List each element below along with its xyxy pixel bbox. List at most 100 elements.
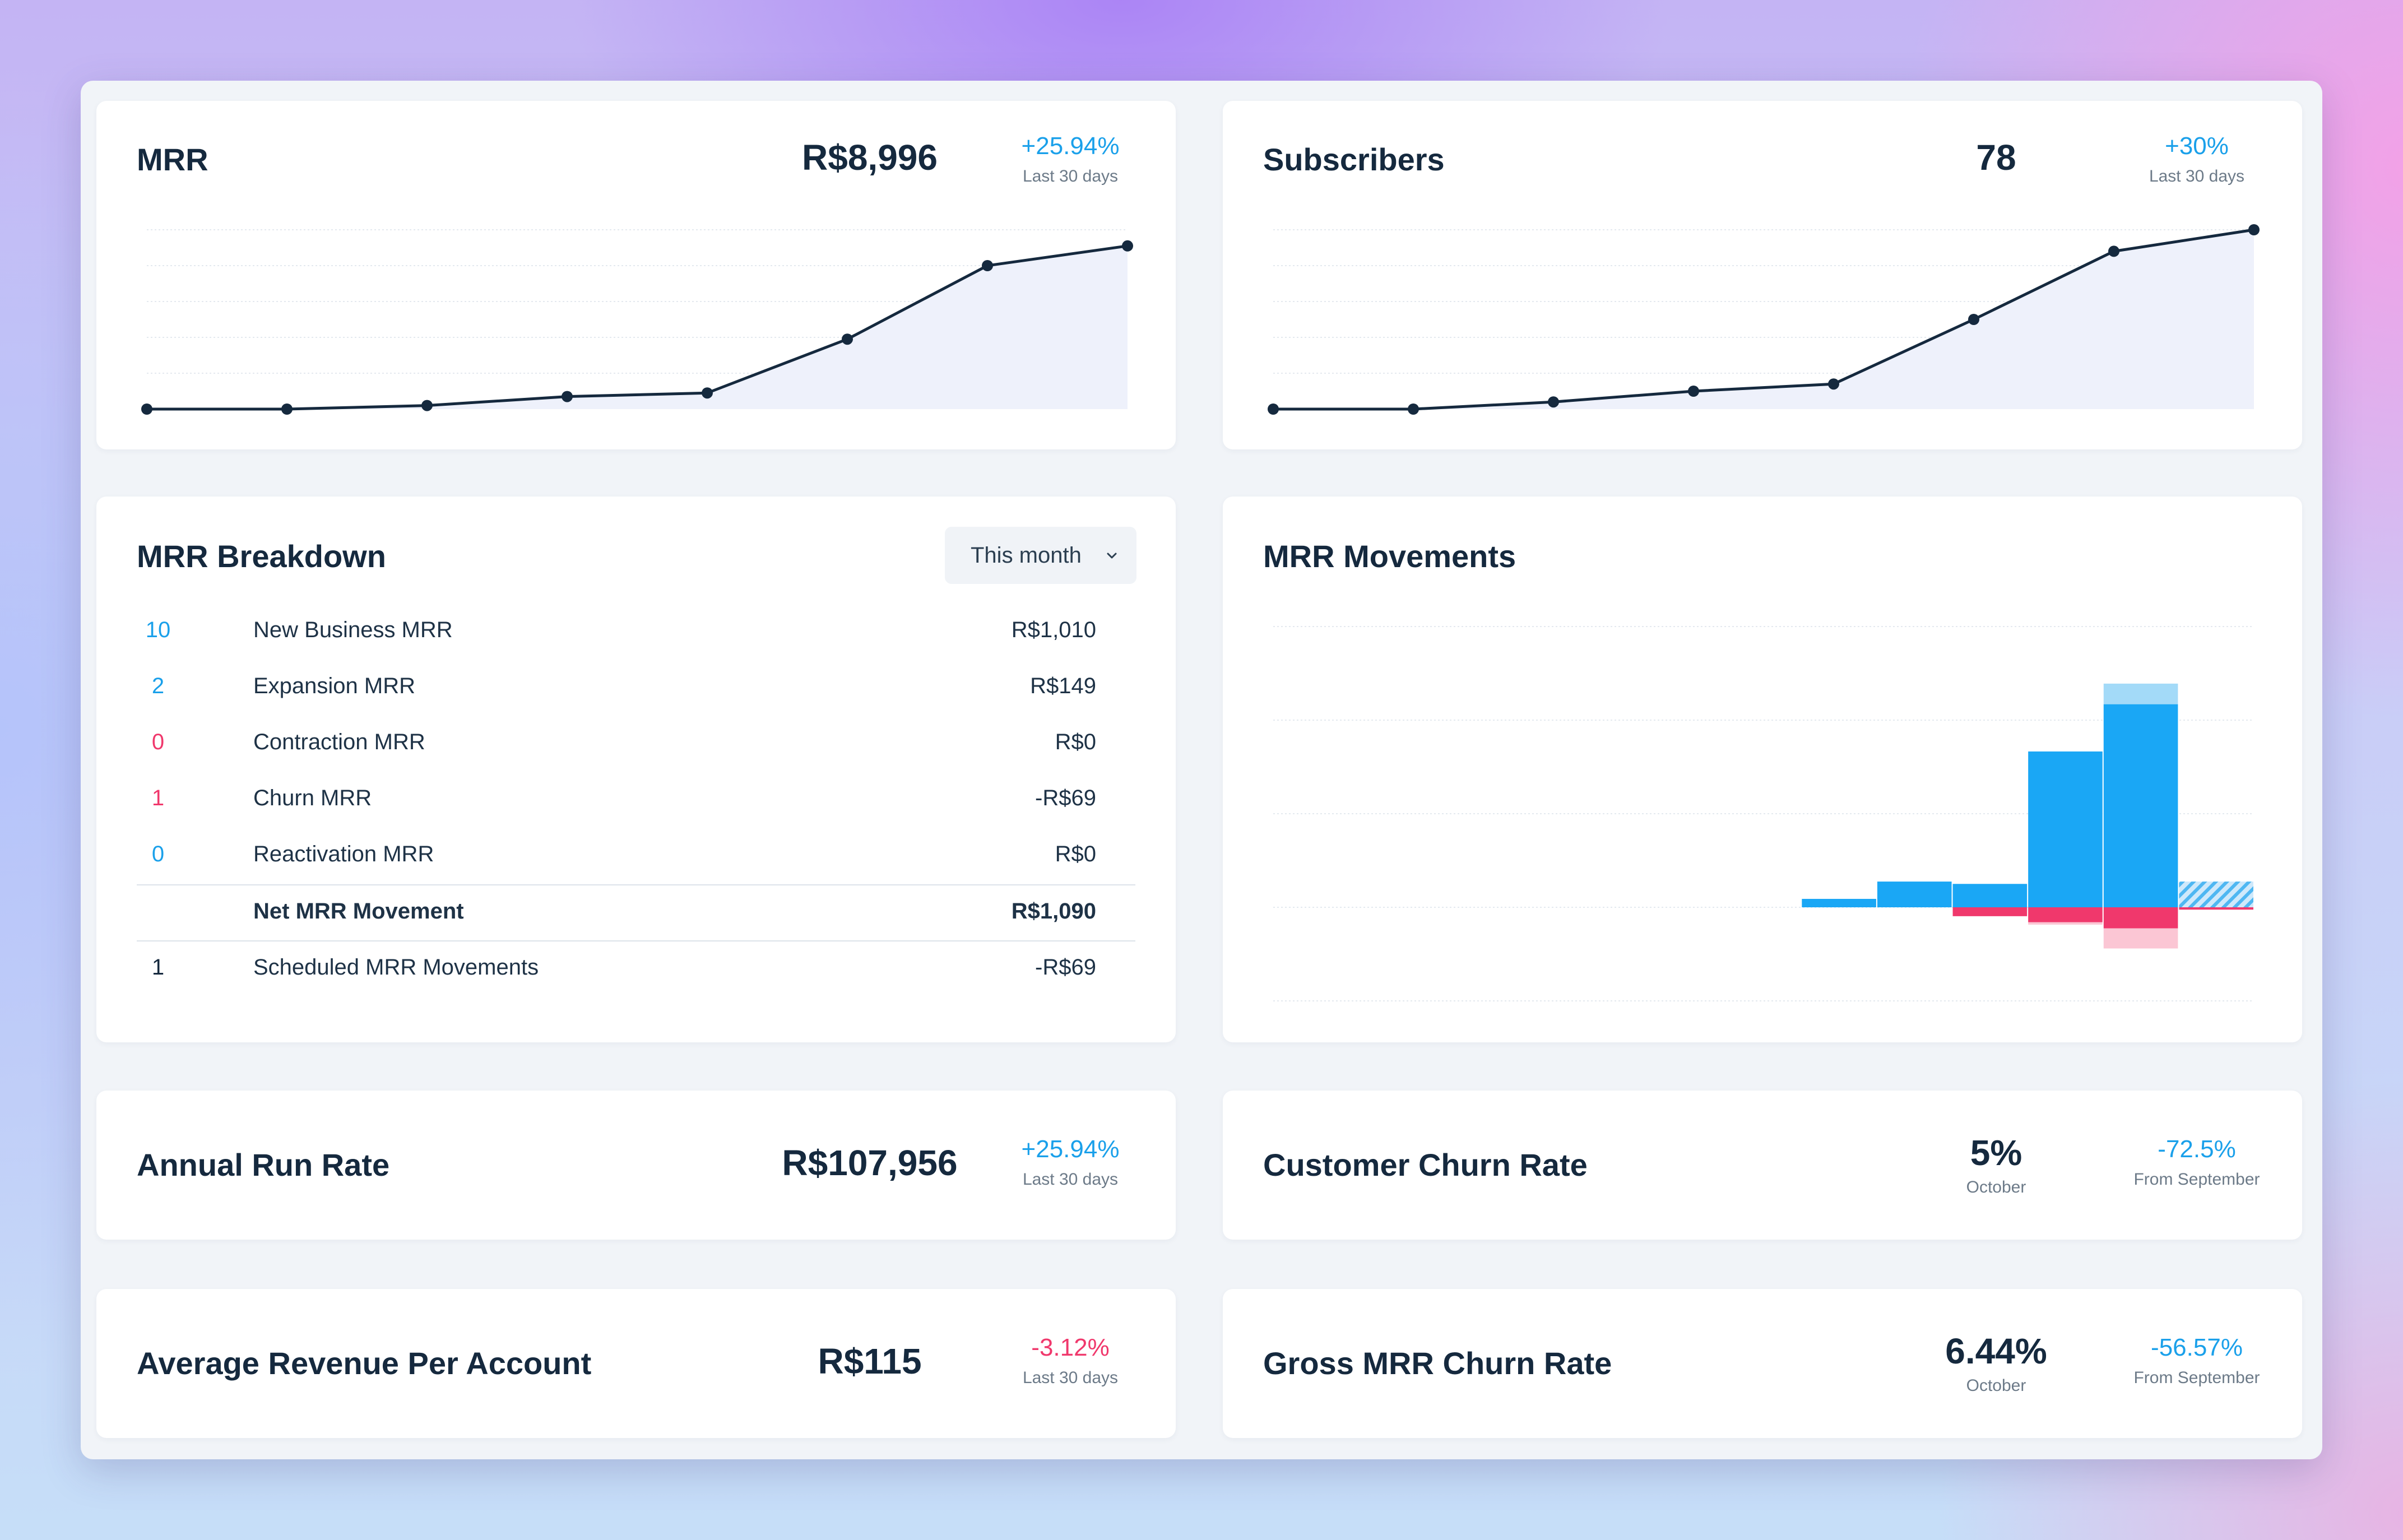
row-label: New Business MRR [253, 618, 453, 642]
mrr-title: MRR [137, 142, 208, 177]
data-point [1968, 314, 1979, 325]
arr-delta-period: Last 30 days [1022, 1170, 1119, 1189]
bar-positive [2103, 704, 2178, 907]
customer-churn-period: October [1966, 1178, 2026, 1196]
gross-churn-title: Gross MRR Churn Rate [1263, 1346, 1612, 1381]
bar-positive [2028, 751, 2103, 907]
breakdown-row[interactable]: 1 Churn MRR -R$69 [96, 771, 1176, 827]
bar-negative [1952, 907, 2028, 916]
subscribers-title: Subscribers [1263, 142, 1445, 177]
mrr-movements-card: MRR Movements [1223, 497, 2302, 1042]
divider [137, 940, 1135, 941]
row-amount: R$0 [1055, 730, 1096, 754]
bar-negative [2028, 907, 2103, 922]
arpa-delta-period: Last 30 days [1022, 1369, 1119, 1387]
customer-churn-title: Customer Churn Rate [1263, 1147, 1588, 1182]
bar-positive-projected [2103, 683, 2178, 704]
data-point [281, 403, 293, 415]
data-point [702, 387, 713, 399]
gross-churn-period: October [1966, 1376, 2026, 1395]
subscribers-delta-period: Last 30 days [2149, 167, 2245, 185]
data-point [2248, 224, 2260, 235]
divider [137, 884, 1135, 885]
data-point [1268, 403, 1279, 415]
row-amount: -R$69 [1035, 955, 1096, 980]
gross-churn-delta: -56.57% [2151, 1334, 2243, 1361]
subscribers-line-chart [1268, 224, 2260, 415]
row-amount: R$0 [1055, 842, 1096, 866]
gross-churn-value: 6.44% [1945, 1331, 2047, 1371]
row-label: Scheduled MRR Movements [253, 955, 539, 980]
breakdown-row[interactable]: 0 Reactivation MRR R$0 [96, 827, 1176, 883]
dashboard-frame: MRR R$8,996 +25.94% Last 30 days Subscri… [81, 81, 2322, 1459]
row-amount: R$149 [1030, 674, 1096, 698]
bar-positive-projected [2179, 882, 2253, 907]
breakdown-row[interactable]: 2 Expansion MRR R$149 [96, 659, 1176, 715]
breakdown-title: MRR Breakdown [137, 539, 386, 574]
breakdown-row[interactable]: 10 New Business MRR R$1,010 [96, 603, 1176, 659]
subscribers-card[interactable]: Subscribers 78 +30% Last 30 days [1223, 101, 2302, 449]
data-point [562, 391, 573, 402]
subscribers-value: 78 [1976, 137, 2016, 178]
arpa-value: R$115 [818, 1341, 922, 1381]
net-movement-amount: R$1,090 [1011, 899, 1096, 924]
customer-churn-delta: -72.5% [2158, 1135, 2236, 1163]
row-label: Expansion MRR [253, 674, 416, 698]
row-label: Reactivation MRR [253, 842, 434, 866]
row-count: 0 [151, 730, 165, 754]
annual-run-rate-card[interactable]: Annual Run Rate R$107,956 +25.94% Last 3… [96, 1091, 1176, 1240]
chevron-down-icon [1107, 553, 1117, 559]
breakdown-row[interactable]: 0 Contraction MRR R$0 [96, 715, 1176, 771]
row-count: 1 [151, 955, 165, 980]
gross-churn-card[interactable]: Gross MRR Churn Rate 6.44% October -56.5… [1223, 1289, 2302, 1438]
area-fill [147, 245, 1128, 409]
series-line [147, 244, 1128, 411]
mrr-card[interactable]: MRR R$8,996 +25.94% Last 30 days [96, 101, 1176, 449]
data-point [1122, 240, 1133, 252]
net-movement-label: Net MRR Movement [253, 899, 464, 924]
bar-negative-projected [2103, 928, 2178, 949]
customer-churn-value: 5% [1970, 1133, 2022, 1173]
data-point [1548, 396, 1559, 408]
row-amount: -R$69 [1035, 786, 1096, 810]
data-point [1688, 386, 1699, 397]
data-point [1828, 378, 1839, 390]
data-point [421, 400, 433, 411]
arpa-title: Average Revenue Per Account [137, 1346, 592, 1381]
bar-positive [1877, 882, 1952, 907]
scheduled-movements-row[interactable]: 1 Scheduled MRR Movements -R$69 [96, 940, 1176, 996]
arpa-card[interactable]: Average Revenue Per Account R$115 -3.12%… [96, 1289, 1176, 1438]
customer-churn-delta-period: From September [2133, 1170, 2260, 1189]
row-amount: R$1,010 [1011, 618, 1096, 642]
subscribers-delta: +30% [2165, 132, 2229, 160]
row-count: 0 [151, 842, 165, 866]
period-dropdown[interactable]: This month [945, 527, 1136, 584]
row-count: 2 [151, 674, 165, 698]
data-point [842, 333, 853, 345]
movements-title: MRR Movements [1263, 539, 1516, 574]
arr-title: Annual Run Rate [137, 1147, 390, 1182]
row-label: Churn MRR [253, 786, 372, 810]
mrr-breakdown-card: MRR Breakdown This month 10 New Business… [96, 497, 1176, 1042]
bar-negative [2103, 907, 2178, 929]
row-count: 1 [151, 786, 165, 810]
arr-value: R$107,956 [782, 1143, 958, 1183]
arr-delta: +25.94% [1021, 1135, 1120, 1163]
row-count: 10 [145, 618, 171, 642]
mrr-movements-bar-chart [1273, 626, 2254, 1001]
period-dropdown-label: This month [971, 542, 1082, 568]
bar-positive [1952, 884, 2028, 907]
arpa-delta: -3.12% [1031, 1334, 1110, 1361]
data-point [982, 260, 993, 271]
mrr-value: R$8,996 [802, 137, 938, 178]
data-point [141, 403, 152, 415]
series-line [1273, 228, 2254, 411]
mrr-delta-period: Last 30 days [1022, 167, 1119, 185]
customer-churn-card[interactable]: Customer Churn Rate 5% October -72.5% Fr… [1223, 1091, 2302, 1240]
bar-positive [1802, 898, 1876, 907]
row-label: Contraction MRR [253, 730, 425, 754]
bar-negative [2179, 907, 2253, 910]
mrr-line-chart [141, 229, 1133, 415]
net-movement-row: Net MRR Movement R$1,090 [96, 884, 1176, 940]
gross-churn-delta-period: From September [2133, 1369, 2260, 1387]
